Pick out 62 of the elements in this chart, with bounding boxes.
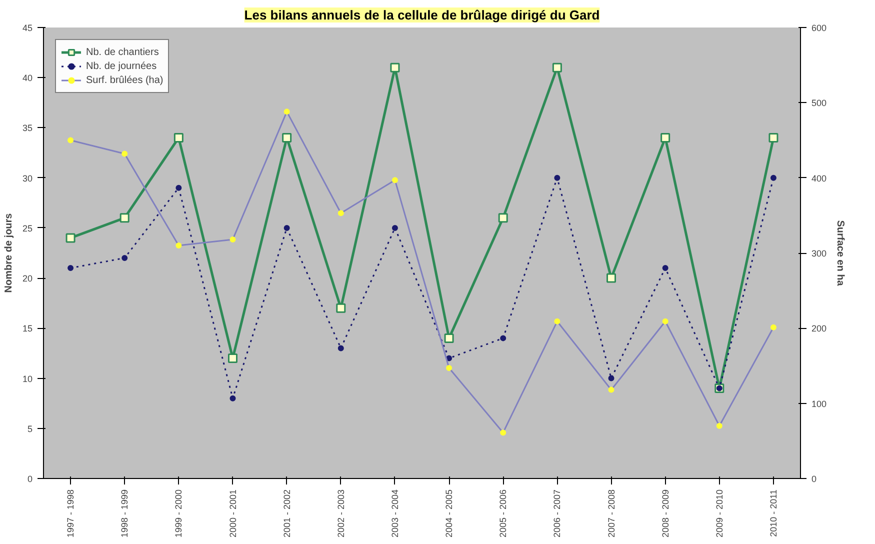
y2-tick-label: 300 bbox=[812, 248, 827, 258]
point bbox=[608, 375, 614, 382]
y-tick-label: 20 bbox=[22, 274, 33, 284]
y-tick-label: 35 bbox=[22, 123, 33, 134]
point bbox=[660, 132, 670, 142]
legend-label: Surf. brûlées (ha) bbox=[86, 74, 164, 87]
y2-tick-label: 600 bbox=[812, 23, 827, 33]
y-tick-label: 10 bbox=[22, 374, 33, 384]
x-tick-label: 2007 - 2008 bbox=[606, 489, 616, 538]
point bbox=[500, 335, 506, 342]
point bbox=[554, 174, 560, 181]
point bbox=[228, 353, 238, 363]
y2-tick-label: 200 bbox=[812, 324, 827, 334]
point bbox=[390, 62, 400, 72]
point bbox=[768, 132, 778, 142]
y2-axis-title: Surface en ha bbox=[834, 220, 846, 286]
point bbox=[392, 224, 398, 231]
chart-title: Les bilans annuels de la cellule de brûlage dirigé du Gard bbox=[244, 8, 600, 22]
x-tick-label: 2003 - 2004 bbox=[390, 489, 400, 538]
point bbox=[68, 265, 74, 272]
point bbox=[552, 62, 562, 72]
point bbox=[662, 265, 668, 272]
x-tick-label: 1999 - 2000 bbox=[174, 489, 184, 538]
point bbox=[770, 174, 776, 181]
y-tick-label: 0 bbox=[27, 474, 33, 484]
point bbox=[284, 224, 290, 231]
x-tick-label: 2002 - 2003 bbox=[336, 489, 346, 538]
y2-tick-label: 400 bbox=[812, 173, 827, 184]
point bbox=[120, 213, 130, 223]
point bbox=[338, 345, 344, 352]
y-tick-label: 45 bbox=[22, 23, 33, 33]
point bbox=[176, 184, 182, 191]
y2-tick-label: 100 bbox=[812, 398, 827, 409]
point bbox=[122, 255, 128, 262]
point bbox=[606, 273, 616, 283]
point bbox=[230, 395, 236, 402]
x-tick-label: 2005 - 2006 bbox=[498, 489, 508, 538]
point bbox=[66, 233, 76, 243]
x-tick-label: 2000 - 2001 bbox=[228, 489, 238, 538]
y-axis-title: Nombre de jours bbox=[3, 212, 14, 293]
x-tick-label: 2009 - 2010 bbox=[714, 489, 724, 538]
y2-tick-label: 500 bbox=[812, 98, 827, 108]
y-tick-label: 25 bbox=[22, 223, 33, 234]
x-tick-label: 2010 - 2011 bbox=[768, 490, 778, 537]
x-tick-label: 2004 - 2005 bbox=[444, 489, 454, 538]
y-tick-label: 5 bbox=[27, 424, 33, 434]
point bbox=[444, 333, 454, 343]
x-tick-label: 2001 - 2002 bbox=[282, 489, 292, 538]
x-tick-label: 2006 - 2007 bbox=[552, 489, 562, 538]
point bbox=[174, 132, 184, 142]
point bbox=[498, 213, 508, 223]
point bbox=[282, 132, 292, 142]
point bbox=[336, 303, 346, 313]
legend-label: Nb. de chantiers bbox=[86, 46, 159, 59]
y-tick-label: 40 bbox=[22, 73, 33, 84]
x-tick-label: 1998 - 1999 bbox=[120, 489, 130, 538]
legend-label: Nb. de journées bbox=[86, 60, 157, 73]
y2-tick-label: 0 bbox=[812, 474, 817, 484]
x-tick-label: 1997 - 1998 bbox=[66, 489, 76, 538]
y-tick-label: 30 bbox=[22, 173, 33, 184]
x-tick-label: 2008 - 2009 bbox=[660, 489, 670, 538]
y-tick-label: 15 bbox=[22, 324, 33, 334]
